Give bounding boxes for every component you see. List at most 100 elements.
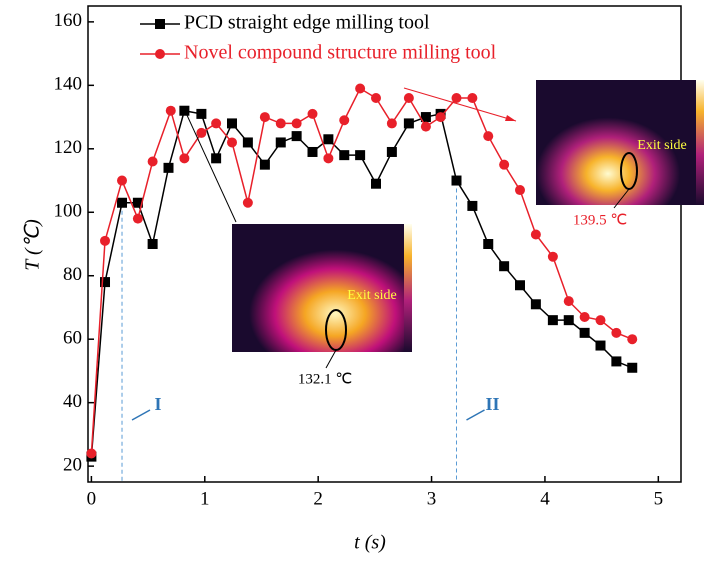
inset-temperature: 139.5 ℃ bbox=[573, 212, 627, 228]
y-tick-label: 140 bbox=[54, 74, 83, 95]
point bbox=[179, 105, 190, 116]
point bbox=[323, 153, 334, 164]
point bbox=[530, 229, 541, 240]
point bbox=[165, 105, 176, 116]
point bbox=[275, 137, 286, 148]
phase-label: II bbox=[485, 394, 499, 414]
point bbox=[163, 162, 174, 173]
point bbox=[403, 118, 414, 129]
point bbox=[196, 127, 207, 138]
y-tick-label: 40 bbox=[63, 391, 82, 412]
point bbox=[499, 261, 510, 272]
point bbox=[117, 197, 128, 208]
y-axis-title: T (℃) bbox=[22, 219, 44, 271]
point bbox=[226, 118, 237, 129]
pointer bbox=[403, 87, 517, 122]
x-tick-label: 3 bbox=[427, 488, 437, 509]
inset-label: Exit side bbox=[347, 288, 396, 303]
point bbox=[259, 159, 270, 170]
phase-arrow bbox=[131, 409, 151, 421]
point bbox=[275, 118, 286, 129]
point bbox=[530, 299, 541, 310]
point bbox=[242, 137, 253, 148]
point bbox=[467, 93, 478, 104]
point bbox=[147, 239, 158, 249]
point bbox=[627, 362, 638, 373]
point bbox=[355, 150, 366, 161]
point bbox=[117, 175, 128, 186]
x-tick-label: 1 bbox=[200, 488, 210, 509]
point bbox=[499, 159, 510, 170]
x-tick-label: 0 bbox=[87, 488, 97, 509]
point bbox=[132, 213, 143, 224]
legend-marker bbox=[155, 49, 165, 59]
inset-label: Exit side bbox=[637, 138, 686, 153]
point bbox=[579, 311, 590, 322]
point bbox=[420, 121, 431, 132]
phase-arrow bbox=[466, 409, 485, 421]
legend-label: Novel compound structure milling tool bbox=[184, 42, 497, 64]
point bbox=[451, 93, 462, 104]
y-tick-label: 80 bbox=[63, 264, 82, 285]
point bbox=[211, 118, 222, 129]
point bbox=[323, 134, 334, 145]
point bbox=[307, 146, 318, 157]
point bbox=[467, 200, 478, 211]
point bbox=[611, 356, 622, 367]
point bbox=[291, 118, 302, 129]
color-bar bbox=[404, 224, 412, 352]
point bbox=[563, 315, 574, 326]
point bbox=[547, 315, 558, 326]
point bbox=[595, 340, 606, 351]
x-tick-label: 4 bbox=[540, 488, 550, 509]
point bbox=[611, 327, 622, 338]
point bbox=[370, 93, 381, 104]
point bbox=[595, 315, 606, 326]
x-tick-label: 2 bbox=[313, 488, 323, 509]
thermal-image bbox=[232, 224, 404, 352]
y-tick-label: 160 bbox=[54, 10, 83, 31]
inset-temperature: 132.1 ℃ bbox=[298, 371, 352, 387]
legend-marker bbox=[155, 19, 165, 29]
point bbox=[355, 83, 366, 94]
point bbox=[291, 131, 302, 142]
legend-label: PCD straight edge milling tool bbox=[184, 12, 430, 34]
point bbox=[403, 93, 414, 104]
point bbox=[435, 112, 446, 123]
point bbox=[386, 146, 397, 157]
point bbox=[132, 197, 143, 208]
inset-image: Exit side 139.5 ℃ bbox=[536, 80, 704, 228]
point bbox=[226, 137, 237, 148]
point bbox=[100, 277, 111, 288]
arrow bbox=[325, 349, 337, 369]
point bbox=[339, 115, 350, 126]
inset-image: Exit side 132.1 ℃ bbox=[232, 224, 412, 387]
y-tick-label: 20 bbox=[63, 454, 82, 475]
phase-label: I bbox=[155, 394, 162, 414]
y-tick-label: 120 bbox=[54, 137, 83, 158]
point bbox=[579, 327, 590, 338]
thermal-image bbox=[536, 80, 696, 205]
y-tick-label: 100 bbox=[54, 201, 83, 222]
point bbox=[179, 153, 190, 164]
point bbox=[259, 112, 270, 123]
x-tick-label: 5 bbox=[654, 488, 664, 509]
point bbox=[370, 178, 381, 189]
point bbox=[196, 108, 207, 119]
point bbox=[514, 280, 525, 291]
point bbox=[420, 112, 431, 123]
color-bar bbox=[696, 80, 704, 205]
point bbox=[386, 118, 397, 129]
x-axis-title: t (s) bbox=[354, 532, 386, 554]
point bbox=[627, 334, 638, 345]
point bbox=[147, 156, 158, 167]
point bbox=[483, 239, 494, 249]
plot-frame bbox=[87, 5, 682, 483]
point bbox=[563, 296, 574, 307]
arrow bbox=[613, 188, 630, 209]
point bbox=[483, 131, 494, 142]
arrowhead bbox=[505, 115, 516, 121]
y-tick-label: 60 bbox=[63, 328, 82, 349]
point bbox=[242, 197, 253, 208]
